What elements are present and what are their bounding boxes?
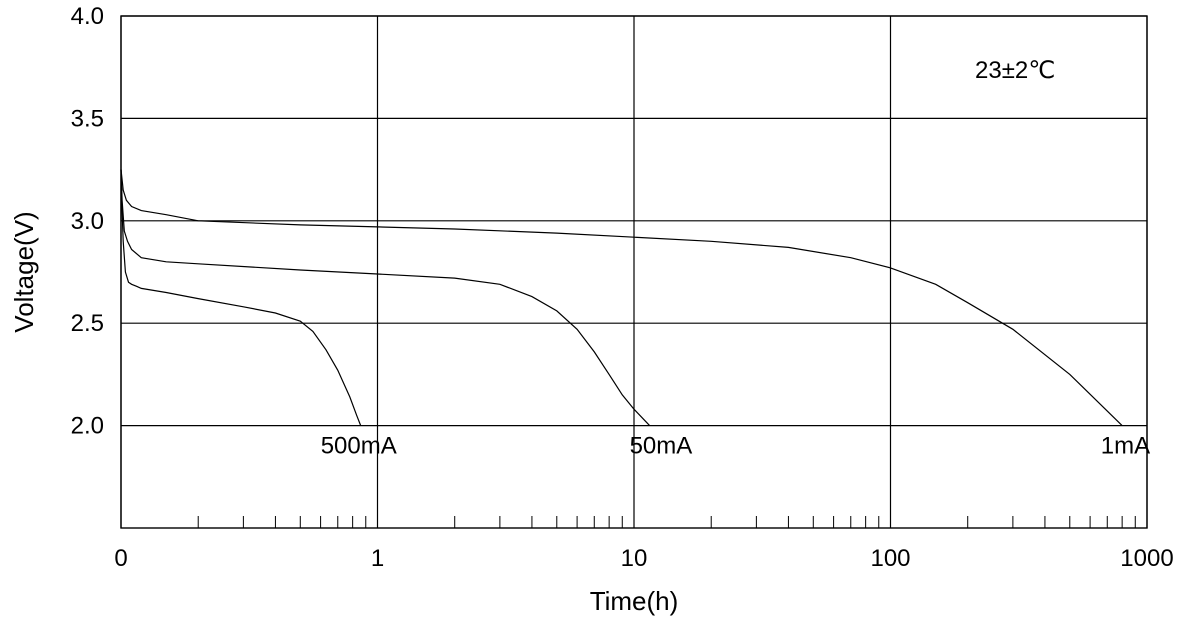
x-tick-label-1: 1	[371, 545, 384, 572]
series-label-50ma: 50mA	[630, 433, 693, 460]
series-line-1ma	[120, 169, 1123, 427]
series-labels: 500mA 50mA 1mA	[321, 433, 1150, 460]
temperature-annotation: 23±2℃	[975, 57, 1055, 84]
x-tick-label-2: 10	[621, 545, 648, 572]
x-tick-label-3: 100	[870, 545, 910, 572]
x-tick-label-4: 1000	[1120, 545, 1173, 572]
minor-ticks	[197, 516, 1136, 528]
x-tick-label-0: 0	[114, 545, 127, 572]
y-tick-label-4: 4.0	[71, 3, 104, 30]
series-lines	[120, 169, 1123, 427]
series-label-1ma: 1mA	[1101, 433, 1150, 460]
series-line-500ma	[120, 169, 362, 426]
y-tick-label-0: 2.0	[71, 413, 104, 440]
y-tick-label-3: 3.5	[71, 105, 104, 132]
y-axis-title: Voltage(V)	[9, 211, 39, 332]
y-tick-label-1: 2.5	[71, 310, 104, 337]
tick-labels: 2.0 2.5 3.0 3.5 4.0 0 1 10 100 1000	[71, 3, 1174, 572]
y-tick-label-2: 3.0	[71, 208, 104, 235]
plot-frame	[120, 15, 1148, 529]
series-label-500ma: 500mA	[321, 433, 397, 460]
series-line-50ma	[120, 169, 651, 427]
x-axis-title: Time(h)	[590, 586, 679, 616]
